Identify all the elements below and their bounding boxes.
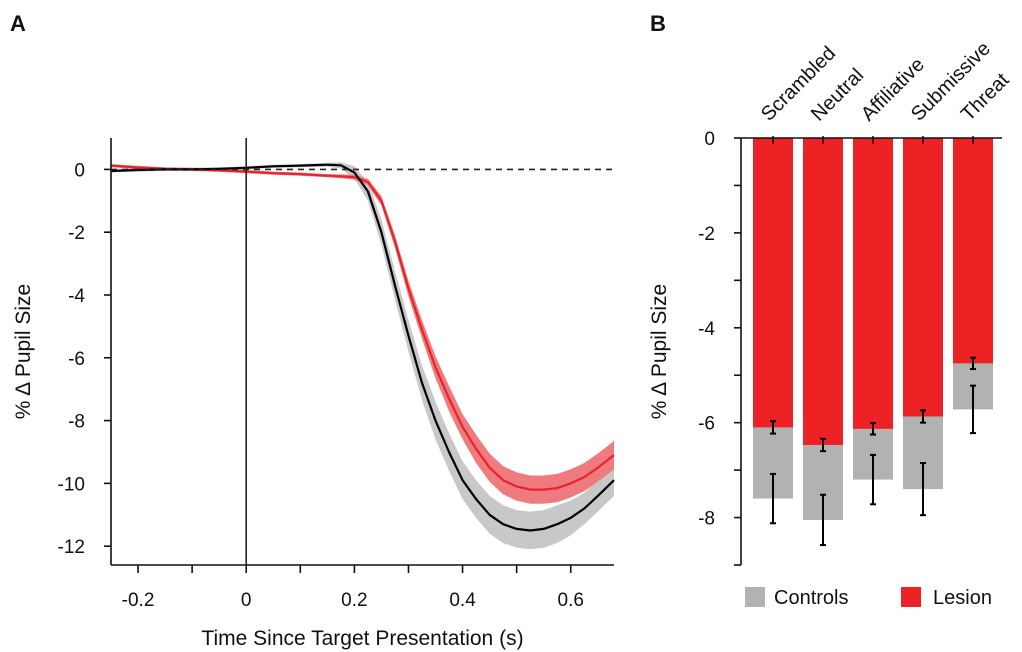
y-tick-label: -10 <box>58 474 85 495</box>
category-labels: ScrambledNeutralAffiliativeSubmissiveThr… <box>757 38 1014 126</box>
panel-b-letter: B <box>650 11 666 36</box>
y-tick-label: -2 <box>68 223 85 244</box>
legend-lesion-label: Lesion <box>933 587 992 609</box>
y-tick-label: 0 <box>704 129 715 150</box>
legend: Controls Lesion <box>745 587 992 609</box>
panel-b-bar-chart: 0 -2 -4 -6 -8 ScrambledNeutralAffiliativeSub… <box>648 38 1014 609</box>
line-controls <box>110 163 615 532</box>
band-lesion <box>111 164 614 504</box>
axes: 0 -2 -4 -6 -8 -10 -12 -0.2 0 0.2 0.4 0.6 <box>58 138 614 611</box>
bar-lesion-submissive <box>903 138 943 417</box>
x-tick-label: 0.4 <box>449 590 476 611</box>
legend-lesion-swatch <box>901 587 921 607</box>
y-tick-label: -2 <box>698 224 715 245</box>
y-tick-label: -8 <box>698 509 715 530</box>
y-axis-label: % Δ Pupil Size <box>12 284 35 419</box>
band-controls <box>111 162 614 550</box>
confidence-bands <box>111 162 614 550</box>
series-lines <box>110 163 615 532</box>
legend-controls-swatch <box>745 587 765 607</box>
y-tick-label: -6 <box>68 349 85 370</box>
x-tick-label: 0.6 <box>558 590 584 611</box>
y-tick-label: -4 <box>698 319 715 340</box>
x-tick-label: 0.2 <box>341 590 367 611</box>
bars <box>753 138 993 520</box>
line-lesion <box>110 164 615 491</box>
y-tick-label: -4 <box>68 286 85 307</box>
reference-lines <box>111 138 614 565</box>
bar-lesion-neutral <box>803 138 843 445</box>
y-tick-label: 0 <box>74 160 85 181</box>
y-axis-label: % Δ Pupil Size <box>648 284 671 419</box>
x-axis-label: Time Since Target Presentation (s) <box>201 627 523 650</box>
bar-lesion-affiliative <box>853 138 893 429</box>
y-tick-label: -6 <box>698 414 715 435</box>
panel-a-letter: A <box>10 11 26 36</box>
axes: 0 -2 -4 -6 -8 <box>698 129 1002 566</box>
error-bars <box>770 356 976 547</box>
legend-controls-label: Controls <box>774 587 848 609</box>
y-tick-label: -12 <box>58 537 85 558</box>
bar-lesion-threat <box>953 138 993 364</box>
x-tick-label: -0.2 <box>122 590 155 611</box>
panel-a-line-chart: 0 -2 -4 -6 -8 -10 -12 -0.2 0 0.2 0.4 0.6 Time Since… <box>12 138 615 650</box>
y-tick-label: -8 <box>68 412 85 433</box>
bar-lesion-scrambled <box>753 138 793 428</box>
x-tick-label: 0 <box>241 590 252 611</box>
